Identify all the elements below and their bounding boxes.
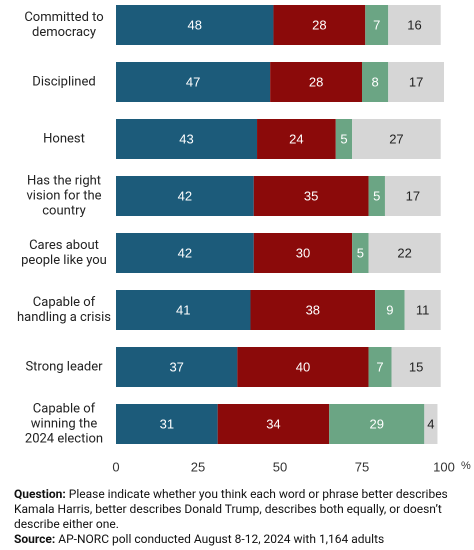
value-label: 5 — [357, 245, 364, 260]
value-label: 35 — [304, 188, 318, 203]
bar-segment — [329, 404, 425, 444]
bar-segment — [116, 347, 238, 387]
value-label: 9 — [386, 302, 393, 317]
bar-segment — [257, 119, 336, 159]
bar-segment — [404, 290, 441, 330]
value-label: 43 — [179, 131, 193, 146]
value-label: 28 — [312, 17, 326, 32]
category-label: Has the right vision for the country — [26, 173, 102, 219]
bar-segment — [388, 62, 444, 102]
value-label: 42 — [178, 245, 192, 260]
bar-segment — [375, 290, 405, 330]
notes: Question: Please indicate whether you th… — [14, 487, 464, 547]
bar-segment — [116, 404, 218, 444]
value-label: 31 — [160, 416, 174, 431]
bar-segment — [250, 290, 376, 330]
bar-segment — [335, 119, 353, 159]
bar-segment — [237, 347, 369, 387]
value-label: 8 — [372, 74, 379, 89]
value-label: 47 — [186, 74, 200, 89]
value-label: 22 — [397, 245, 411, 260]
value-label: 17 — [409, 74, 423, 89]
category-label: Disciplined — [32, 74, 96, 90]
bar-segment — [116, 5, 274, 45]
bar-segment — [116, 62, 271, 102]
value-label: 27 — [389, 131, 403, 146]
bar-segment — [424, 404, 438, 444]
bar-segment — [368, 176, 385, 216]
bar-segment — [368, 233, 441, 273]
note: Question: Please indicate whether you th… — [14, 487, 464, 532]
value-label: 37 — [169, 359, 183, 374]
value-label: 42 — [178, 188, 192, 203]
value-label: 38 — [306, 302, 320, 317]
category-label: Cares about people like you — [21, 238, 107, 268]
bar-segment — [362, 62, 389, 102]
bar-segment — [116, 176, 254, 216]
note-text: AP-NORC poll conducted August 8-12, 2024… — [58, 532, 385, 546]
value-label: 7 — [376, 359, 383, 374]
bar-segment — [253, 176, 369, 216]
value-label: 24 — [289, 131, 303, 146]
value-label: 17 — [406, 188, 420, 203]
bar-segment — [116, 233, 254, 273]
bar-segment — [253, 233, 353, 273]
value-label: 30 — [296, 245, 310, 260]
x-tick-label: 100 — [433, 459, 455, 474]
bar-segment — [384, 176, 441, 216]
bar-segment — [116, 290, 251, 330]
value-label: 48 — [187, 17, 201, 32]
bar-segment — [352, 233, 369, 273]
x-axis-unit: % — [461, 460, 471, 472]
x-tick-label: 50 — [273, 459, 287, 474]
category-label: Capable of handling a crisis — [16, 295, 111, 325]
bar-segment — [273, 5, 366, 45]
category-label: Honest — [43, 131, 85, 147]
value-label: 7 — [373, 17, 380, 32]
value-label: 40 — [296, 359, 310, 374]
note-label: Question: — [14, 487, 66, 501]
category-label: Strong leader — [25, 359, 103, 375]
value-label: 16 — [407, 17, 421, 32]
note-label: Source: — [14, 532, 56, 546]
note-text: Please indicate whether you think each w… — [14, 487, 448, 531]
value-label: 34 — [266, 416, 280, 431]
value-label: 4 — [427, 416, 434, 431]
value-label: 5 — [373, 188, 380, 203]
bar-segment — [270, 62, 362, 102]
x-tick-label: 75 — [355, 459, 369, 474]
value-label: 29 — [370, 416, 384, 431]
bar-segment — [388, 5, 441, 45]
value-label: 15 — [409, 359, 423, 374]
x-tick-label: 25 — [191, 459, 205, 474]
value-label: 41 — [176, 302, 190, 317]
bar-segment — [116, 119, 258, 159]
value-label: 11 — [416, 302, 430, 317]
value-label: 5 — [340, 131, 347, 146]
bar-segment — [352, 119, 441, 159]
value-label: 28 — [309, 74, 323, 89]
category-label: Committed to democracy — [24, 10, 104, 40]
bar-segment — [217, 404, 330, 444]
x-tick-label: 0 — [112, 459, 119, 474]
note: Source: AP-NORC poll conducted August 8-… — [14, 532, 464, 547]
category-label: Capable of winning the 2024 election — [24, 401, 104, 447]
bar-segment — [368, 347, 392, 387]
bar-segment — [391, 347, 441, 387]
bar-segment — [365, 5, 389, 45]
